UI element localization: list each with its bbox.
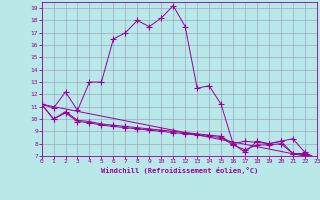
X-axis label: Windchill (Refroidissement éolien,°C): Windchill (Refroidissement éolien,°C) [100,167,258,174]
